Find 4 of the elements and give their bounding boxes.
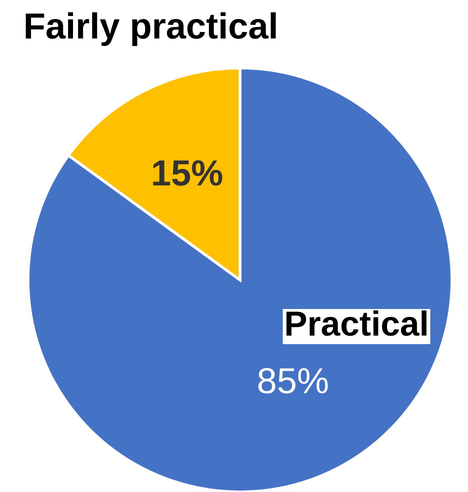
- slice-label: Practical: [286, 310, 426, 336]
- data-label: 85%: [258, 368, 328, 394]
- data-label: 15%: [153, 160, 222, 186]
- slice-label: Fairly practical: [26, 12, 276, 46]
